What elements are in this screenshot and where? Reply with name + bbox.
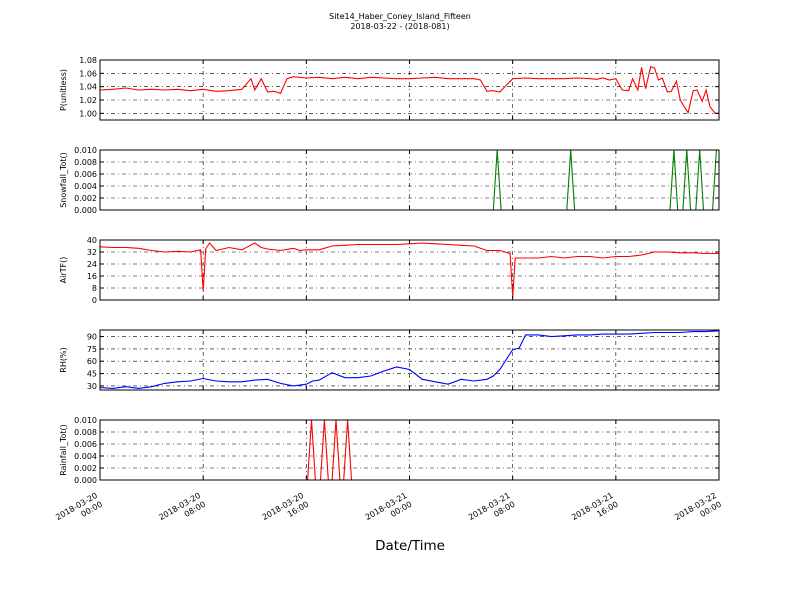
y-tick-label: 1.04 bbox=[79, 83, 97, 92]
y-axis-label: Snowfall_Tot() bbox=[59, 152, 68, 208]
y-tick-label: 1.02 bbox=[79, 96, 97, 105]
y-tick-label: 0 bbox=[92, 296, 97, 305]
y-tick-label: 0.000 bbox=[74, 206, 97, 215]
y-tick-label: 40 bbox=[87, 236, 97, 245]
y-tick-label: 0.008 bbox=[74, 428, 97, 437]
series-line bbox=[99, 330, 720, 389]
y-tick-label: 0.002 bbox=[74, 194, 97, 203]
x-tick-label: 2018-03-2116:00 bbox=[570, 491, 620, 531]
x-tick-label: 2018-03-2200:00 bbox=[673, 491, 723, 531]
panel-5: 0.000 0.002 0.004 0.006 0.008 0.010 Rainfall_T… bbox=[59, 416, 720, 485]
y-tick-label: 8 bbox=[92, 284, 97, 293]
y-tick-label: 1.00 bbox=[79, 109, 97, 118]
y-axis-label: AirTF() bbox=[59, 257, 68, 284]
y-tick-label: 24 bbox=[87, 260, 97, 269]
x-tick-label: 2018-03-2108:00 bbox=[467, 491, 517, 531]
y-tick-label: 0.010 bbox=[74, 416, 97, 425]
series-line bbox=[99, 242, 719, 298]
y-tick-label: 0.004 bbox=[74, 182, 97, 191]
panel-3: 0 8 16 24 32 40 AirTF() bbox=[59, 236, 720, 305]
y-tick-label: 0.006 bbox=[74, 170, 97, 179]
y-tick-label: 16 bbox=[87, 272, 97, 281]
y-axis-label: P(unitless) bbox=[59, 69, 68, 111]
panel-4: 30 45 60 75 90 RH(%) bbox=[59, 329, 720, 391]
x-tick-labels: 2018-03-2000:00 2018-03-2008:00 2018-03-20… bbox=[54, 491, 723, 531]
y-tick-label: 1.06 bbox=[79, 69, 97, 78]
panel-2: 0.000 0.002 0.004 0.006 0.008 0.010 Snowfall_T… bbox=[59, 146, 720, 215]
y-tick-label: 30 bbox=[87, 382, 97, 391]
y-tick-label: 90 bbox=[87, 333, 97, 342]
x-tick-label: 2018-03-2008:00 bbox=[157, 491, 207, 531]
y-tick-label: 0.002 bbox=[74, 464, 97, 473]
y-tick-label: 0.000 bbox=[74, 476, 97, 485]
y-tick-label: 1.08 bbox=[79, 56, 97, 65]
y-axis-label: Rainfall_Tot() bbox=[59, 424, 68, 476]
y-tick-label: 75 bbox=[87, 345, 97, 354]
y-tick-label: 45 bbox=[87, 370, 97, 379]
panel-1: 1.00 1.02 1.04 1.06 1.08 P(unitless) bbox=[59, 56, 720, 121]
figure-subtitle: 2018-03-22 - (2018-081) bbox=[350, 22, 449, 31]
y-tick-label: 0.008 bbox=[74, 158, 97, 167]
series-line bbox=[99, 65, 719, 115]
figure-title: Site14_Haber_Coney_Island_Fifteen bbox=[329, 12, 471, 21]
panels: 1.001.021.041.061.08P(unitless)0.0000.00… bbox=[59, 56, 720, 485]
y-axis-label: RH(%) bbox=[59, 347, 68, 372]
x-tick-label: 2018-03-2000:00 bbox=[54, 491, 104, 531]
x-axis-label: Date/Time bbox=[375, 538, 445, 554]
x-tick-label: 2018-03-2016:00 bbox=[261, 491, 311, 531]
y-tick-label: 60 bbox=[87, 357, 97, 366]
y-tick-label: 0.010 bbox=[74, 146, 97, 155]
y-tick-label: 0.004 bbox=[74, 452, 97, 461]
y-tick-label: 32 bbox=[87, 248, 97, 257]
x-tick-label: 2018-03-2100:00 bbox=[364, 491, 414, 531]
y-tick-label: 0.006 bbox=[74, 440, 97, 449]
